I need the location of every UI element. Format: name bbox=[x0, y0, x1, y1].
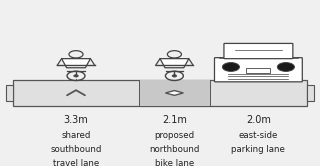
Text: 3.3m: 3.3m bbox=[63, 115, 88, 124]
Bar bbox=[307, 85, 314, 101]
FancyBboxPatch shape bbox=[214, 58, 302, 82]
Polygon shape bbox=[61, 59, 90, 68]
Text: 2.1m: 2.1m bbox=[162, 115, 187, 124]
Bar bbox=[246, 68, 270, 73]
Polygon shape bbox=[160, 59, 189, 68]
Text: east-side: east-side bbox=[238, 131, 278, 140]
Circle shape bbox=[74, 75, 78, 77]
Text: southbound: southbound bbox=[50, 145, 101, 154]
Circle shape bbox=[277, 63, 294, 71]
Text: proposed: proposed bbox=[154, 131, 195, 140]
Bar bbox=[139, 80, 210, 106]
Text: travel lane: travel lane bbox=[53, 159, 99, 166]
Bar bbox=[13, 80, 307, 106]
Polygon shape bbox=[165, 90, 183, 95]
Text: northbound: northbound bbox=[149, 145, 200, 154]
Text: bike lane: bike lane bbox=[155, 159, 194, 166]
Text: 2.0m: 2.0m bbox=[246, 115, 271, 124]
FancyBboxPatch shape bbox=[224, 43, 293, 59]
Circle shape bbox=[222, 63, 239, 71]
Text: parking lane: parking lane bbox=[231, 145, 285, 154]
Bar bbox=[6, 85, 13, 101]
Text: shared: shared bbox=[61, 131, 91, 140]
Circle shape bbox=[172, 75, 177, 77]
